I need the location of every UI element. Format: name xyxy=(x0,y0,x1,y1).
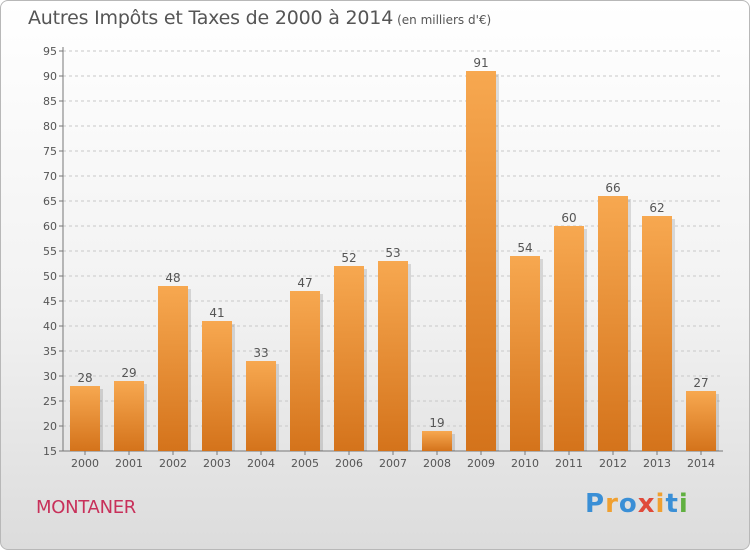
logo-letter: r xyxy=(605,489,619,519)
bar-2014 xyxy=(686,391,716,451)
y-tick-label: 40 xyxy=(43,320,57,333)
bar-2008 xyxy=(422,431,452,451)
y-tick-label: 20 xyxy=(43,420,57,433)
bar-2013 xyxy=(642,216,672,451)
logo-letter: P xyxy=(585,489,606,519)
logo-letter: x xyxy=(637,489,656,519)
data-label: 48 xyxy=(165,271,180,285)
bar-2012 xyxy=(598,196,628,451)
x-tick-label: 2003 xyxy=(203,457,231,470)
logo-letter: o xyxy=(618,489,638,519)
data-label: 66 xyxy=(605,181,620,195)
bar-2007 xyxy=(378,261,408,451)
bar-2002 xyxy=(158,286,188,451)
data-label: 62 xyxy=(649,201,664,215)
y-tick-label: 60 xyxy=(43,220,57,233)
x-tick-label: 2009 xyxy=(467,457,495,470)
x-tick-label: 2012 xyxy=(599,457,627,470)
x-tick-label: 2007 xyxy=(379,457,407,470)
chart-title-unit: (en milliers d'€) xyxy=(397,13,492,27)
data-label: 91 xyxy=(473,56,488,70)
x-tick-label: 2014 xyxy=(687,457,715,470)
x-tick-label: 2011 xyxy=(555,457,583,470)
x-tick-label: 2010 xyxy=(511,457,539,470)
proxiti-logo: Proxiti xyxy=(585,489,689,519)
chart-title-main: Autres Impôts et Taxes de 2000 à 2014 xyxy=(28,7,394,29)
data-label: 41 xyxy=(209,306,224,320)
x-tick-label: 2002 xyxy=(159,457,187,470)
logo-letter: t xyxy=(665,489,679,519)
data-label: 54 xyxy=(517,241,532,255)
y-tick-label: 15 xyxy=(43,445,57,458)
bar-2004 xyxy=(246,361,276,451)
bar-2010 xyxy=(510,256,540,451)
data-label: 29 xyxy=(121,366,136,380)
x-tick-label: 2000 xyxy=(71,457,99,470)
bar-2009 xyxy=(466,71,496,451)
x-tick-label: 2013 xyxy=(643,457,671,470)
y-tick-label: 50 xyxy=(43,270,57,283)
data-label: 52 xyxy=(341,251,356,265)
x-tick-label: 2005 xyxy=(291,457,319,470)
y-tick-label: 85 xyxy=(43,95,57,108)
bar-2003 xyxy=(202,321,232,451)
y-tick-label: 75 xyxy=(43,145,57,158)
data-label: 47 xyxy=(297,276,312,290)
logo-letter: i xyxy=(678,489,689,519)
y-tick-label: 45 xyxy=(43,295,57,308)
data-label: 28 xyxy=(77,371,92,385)
y-tick-label: 65 xyxy=(43,195,57,208)
x-tick-label: 2001 xyxy=(115,457,143,470)
x-tick-label: 2006 xyxy=(335,457,363,470)
data-label: 60 xyxy=(561,211,576,225)
chart-title: Autres Impôts et Taxes de 2000 à 2014 (en… xyxy=(28,7,491,29)
bar-2000 xyxy=(70,386,100,451)
logo-letter: i xyxy=(655,489,666,519)
y-tick-label: 25 xyxy=(43,395,57,408)
y-tick-label: 35 xyxy=(43,345,57,358)
y-tick-label: 70 xyxy=(43,170,57,183)
data-label: 53 xyxy=(385,246,400,260)
data-label: 19 xyxy=(429,416,444,430)
y-tick-label: 55 xyxy=(43,245,57,258)
bar-2006 xyxy=(334,266,364,451)
y-tick-label: 95 xyxy=(43,45,57,58)
x-tick-label: 2008 xyxy=(423,457,451,470)
bar-2001 xyxy=(114,381,144,451)
x-tick-label: 2004 xyxy=(247,457,275,470)
town-name: MONTANER xyxy=(36,497,137,518)
data-label: 33 xyxy=(253,346,268,360)
bar-2011 xyxy=(554,226,584,451)
y-tick-label: 30 xyxy=(43,370,57,383)
data-label: 27 xyxy=(693,376,708,390)
y-tick-label: 80 xyxy=(43,120,57,133)
bar-2005 xyxy=(290,291,320,451)
y-tick-label: 90 xyxy=(43,70,57,83)
